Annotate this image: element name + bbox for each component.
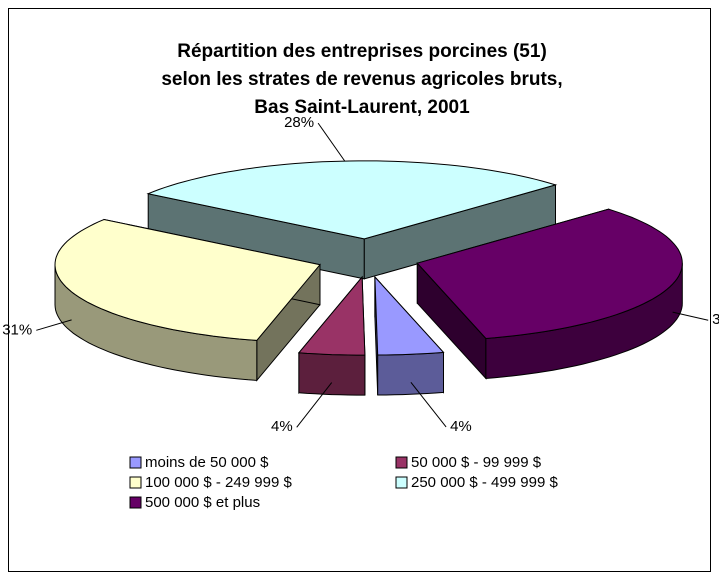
- legend-swatch: [129, 476, 142, 489]
- legend-label: 500 000 $ et plus: [145, 494, 260, 511]
- chart-title: selon les strates de revenus agricoles b…: [161, 69, 562, 90]
- slice: [374, 275, 445, 356]
- leader-line: [317, 122, 346, 162]
- legend-label: 50 000 $ - 99 999 $: [411, 454, 542, 471]
- data-label: 31%: [2, 321, 32, 338]
- legend-swatch: [395, 476, 408, 489]
- leader-line: [36, 319, 72, 331]
- data-label: 33%: [712, 311, 719, 328]
- legend-label: 250 000 $ - 499 999 $: [411, 474, 558, 491]
- slice: [146, 160, 558, 240]
- slice: [54, 218, 321, 341]
- legend-swatch: [395, 456, 408, 469]
- leader-line: [296, 382, 333, 428]
- legend-label: 100 000 $ - 249 999 $: [145, 474, 292, 491]
- chart-title: Bas Saint-Laurent, 2001: [254, 97, 470, 118]
- data-label: 4%: [271, 418, 293, 435]
- slice-side: [377, 351, 444, 396]
- leader-line: [410, 381, 447, 428]
- chart-title: Répartition des entreprises porcines (51…: [177, 41, 547, 62]
- legend-swatch: [129, 456, 142, 469]
- slice: [297, 275, 366, 356]
- slice: [416, 208, 683, 340]
- data-label: 28%: [284, 114, 314, 131]
- legend-swatch: [129, 496, 142, 509]
- data-label: 4%: [450, 418, 472, 435]
- leader-line: [672, 311, 709, 321]
- legend-label: moins de 50 000 $: [145, 454, 269, 471]
- slice-side: [298, 352, 366, 396]
